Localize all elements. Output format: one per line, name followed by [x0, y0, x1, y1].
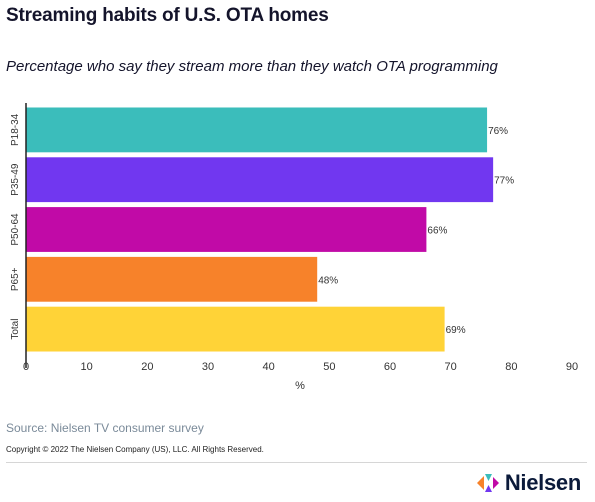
x-tick-label: 30: [202, 361, 214, 373]
x-tick-label: 20: [141, 361, 153, 373]
copyright-note: Copyright © 2022 The Nielsen Company (US…: [6, 445, 264, 454]
bar-p65-: [26, 256, 318, 302]
bar-p35-49: [26, 157, 494, 203]
chart-subtitle: Percentage who say they stream more than…: [6, 58, 498, 75]
brand-logo: Nielsen: [476, 470, 581, 496]
category-label: P50-64: [10, 213, 21, 246]
x-tick-label: 90: [566, 361, 578, 373]
x-tick-label: 80: [505, 361, 517, 373]
x-axis-label: %: [295, 380, 305, 392]
source-note: Source: Nielsen TV consumer survey: [6, 421, 204, 435]
x-tick-label: 40: [263, 361, 275, 373]
category-label: P18-34: [10, 113, 21, 146]
category-label: P65+: [10, 267, 21, 291]
chart-title: Streaming habits of U.S. OTA homes: [6, 5, 329, 26]
category-label: P35-49: [10, 163, 21, 196]
data-label: 69%: [446, 325, 466, 336]
bar-p18-34: [26, 107, 488, 153]
bar-p50-64: [26, 207, 427, 252]
category-label: Total: [10, 319, 21, 340]
bar-total: [26, 306, 445, 352]
x-tick-label: 50: [323, 361, 335, 373]
nielsen-logo-icon: [476, 474, 499, 492]
x-tick-label: 0: [23, 361, 29, 373]
data-label: 77%: [494, 176, 514, 187]
data-label: 48%: [318, 275, 338, 286]
brand-name: Nielsen: [504, 470, 581, 495]
x-tick-label: 10: [81, 361, 93, 373]
footer-divider: [6, 462, 587, 463]
data-label: 76%: [488, 126, 508, 137]
x-tick-label: 60: [384, 361, 396, 373]
x-tick-label: 70: [445, 361, 457, 373]
bar-chart: 76% P18-34 77% P35-49 66% P50-64 48% P65+ 69% Tot…: [10, 103, 578, 392]
data-label: 66%: [427, 226, 447, 237]
